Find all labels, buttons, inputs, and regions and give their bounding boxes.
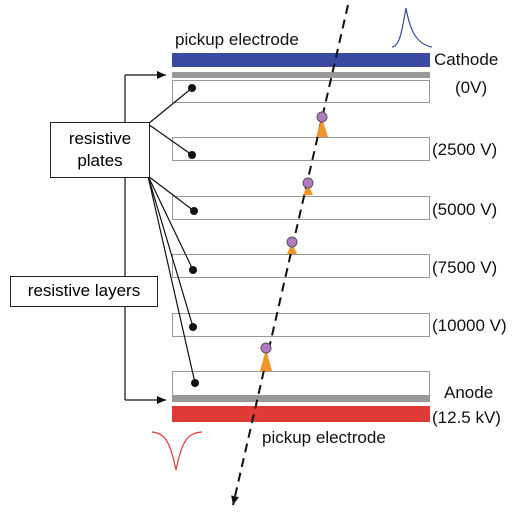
plates (172, 80, 430, 396)
contact-dots (188, 84, 199, 387)
label: Anode (444, 383, 494, 402)
resistive-layer (172, 72, 430, 78)
cathode-electrode (172, 53, 430, 67)
anode-electrode (172, 406, 430, 422)
anode-pulse (151, 431, 203, 471)
connectors (147, 87, 196, 384)
avalanches (260, 111, 328, 371)
label: (2500 V) (432, 140, 498, 159)
resistive-layer (172, 396, 430, 402)
resistive-plates-box: resistive plates (50, 122, 150, 178)
label: (0V) (455, 78, 488, 97)
label: pickup electrode (262, 428, 386, 447)
resistive-layers-box: resistive layers (10, 276, 158, 307)
label: (10000 V) (432, 316, 507, 335)
label: pickup electrode (175, 30, 299, 49)
label: (12.5 kV) (432, 408, 501, 427)
label: (7500 V) (432, 258, 498, 277)
label: Cathode (434, 50, 499, 69)
label: (5000 V) (432, 200, 498, 219)
cathode-pulse (391, 7, 433, 48)
particle-track (231, 4, 349, 506)
